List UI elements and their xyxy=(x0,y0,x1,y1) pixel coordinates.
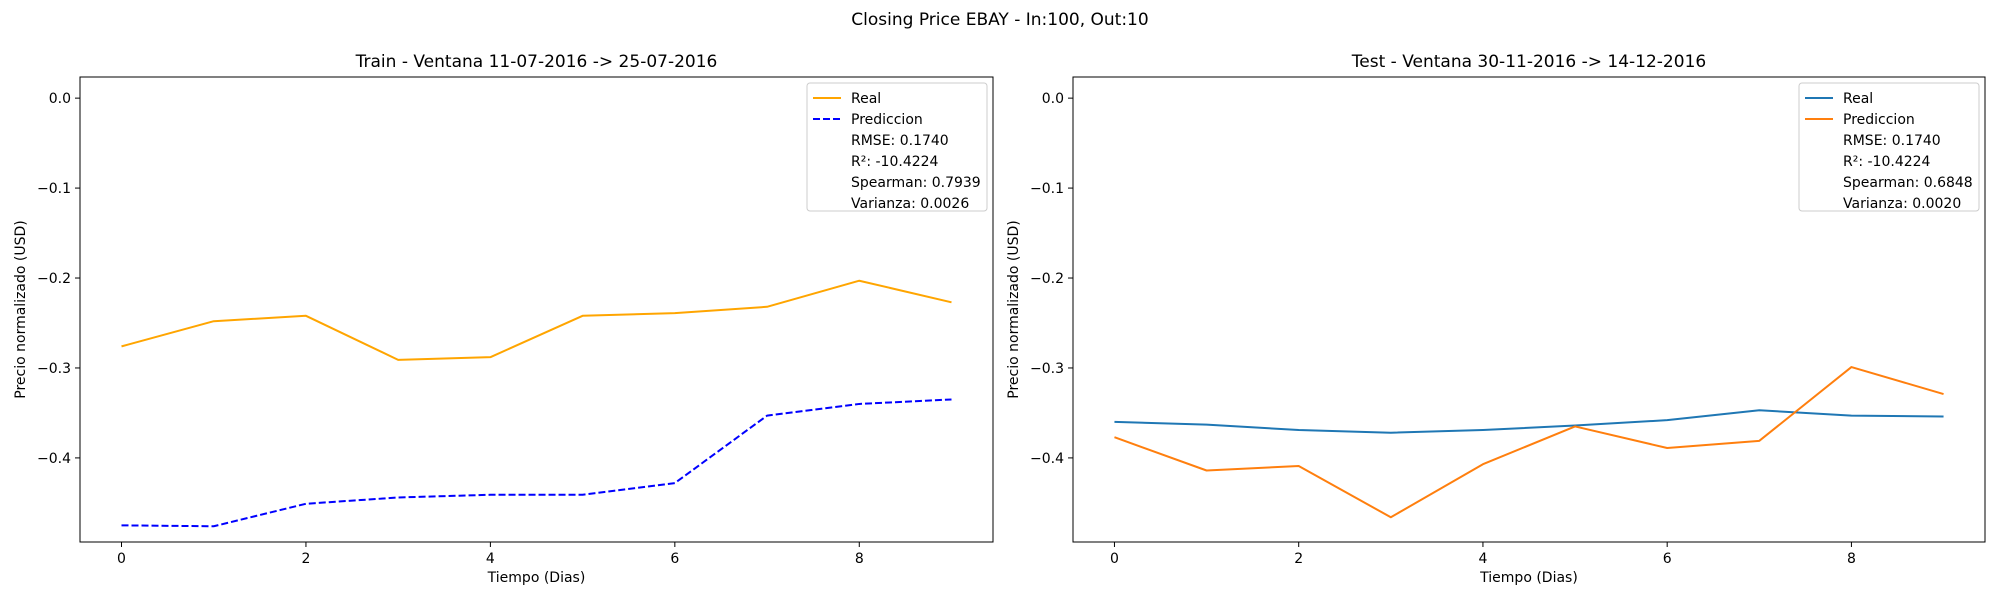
legend-label: Real xyxy=(851,91,881,107)
legend-box xyxy=(806,82,988,212)
legend-metric: Spearman: 0.7939 xyxy=(851,175,981,191)
legend-metric: Varianza: 0.0020 xyxy=(1843,196,1961,212)
axes-frame xyxy=(79,76,994,543)
y-axis-label: Precio normalizado (USD) xyxy=(13,220,29,398)
legend-metric: R²: -10.4224 xyxy=(851,154,939,170)
legend-box xyxy=(1798,82,1980,212)
y-tick-label: −0.4 xyxy=(37,451,71,467)
legend: Real Prediccion RMSE: 0.1740 R²: -10.4224 Sp… xyxy=(806,82,988,212)
x-axis-label: Tiempo (Dias) xyxy=(487,570,586,586)
legend-label: Prediccion xyxy=(1843,112,1915,128)
y-tick-label: −0.1 xyxy=(1030,181,1064,197)
x-tick-label: 4 xyxy=(1478,551,1487,567)
legend-metric: RMSE: 0.1740 xyxy=(851,133,949,149)
y-tick-label: −0.2 xyxy=(37,271,71,287)
y-tick-label: 0.0 xyxy=(49,91,71,107)
x-tick-label: 2 xyxy=(301,551,310,567)
x-tick-label: 2 xyxy=(1294,551,1303,567)
chart-title: Test - Ventana 30-11-2016 -> 14-12-2016 xyxy=(1351,52,1706,72)
legend-metric: RMSE: 0.1740 xyxy=(1843,133,1941,149)
y-axis-label: Precio normalizado (USD) xyxy=(1006,220,1022,398)
x-tick-label: 8 xyxy=(1847,551,1856,567)
legend-label: Prediccion xyxy=(851,112,923,128)
y-tick-label: −0.3 xyxy=(1030,361,1064,377)
y-tick-label: −0.3 xyxy=(37,361,71,377)
series-line-real xyxy=(1114,409,1944,434)
y-tick-label: −0.1 xyxy=(37,181,71,197)
legend-label: Real xyxy=(1843,91,1873,107)
series-line-prediccion xyxy=(1114,366,1944,519)
legend: Real Prediccion RMSE: 0.1740 R²: -10.4224 Sp… xyxy=(1798,82,1980,212)
legend-metric: R²: -10.4224 xyxy=(1843,154,1931,170)
x-tick-label: 6 xyxy=(1663,551,1672,567)
x-axis-label: Tiempo (Dias) xyxy=(1479,570,1578,586)
chart-title: Train - Ventana 11-07-2016 -> 25-07-2016 xyxy=(355,52,718,72)
x-tick-label: 0 xyxy=(117,551,126,567)
legend-metric: Spearman: 0.6848 xyxy=(1843,175,1973,191)
chart-panel-1: Train - Ventana 11-07-2016 -> 25-07-2016… xyxy=(13,52,994,586)
y-tick-label: −0.4 xyxy=(1030,451,1064,467)
figure-title: Closing Price EBAY - In:100, Out:10 xyxy=(851,10,1148,30)
series-line-real xyxy=(121,279,952,361)
x-tick-label: 0 xyxy=(1110,551,1119,567)
axes-frame xyxy=(1072,76,1986,543)
legend-metric: Varianza: 0.0026 xyxy=(851,196,969,212)
y-tick-label: −0.2 xyxy=(1030,271,1064,287)
x-tick-label: 4 xyxy=(486,551,495,567)
y-tick-label: 0.0 xyxy=(1042,91,1064,107)
x-tick-label: 6 xyxy=(670,551,679,567)
chart-panel-2: Test - Ventana 30-11-2016 -> 14-12-2016 T… xyxy=(1006,52,1986,586)
series-line-prediccion xyxy=(121,398,952,528)
x-tick-label: 8 xyxy=(855,551,864,567)
